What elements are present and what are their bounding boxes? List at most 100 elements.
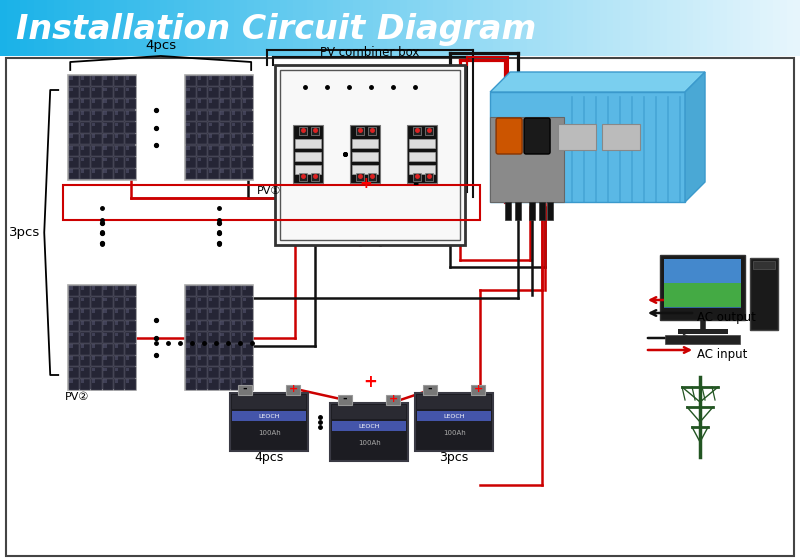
Bar — [198, 146, 201, 150]
Bar — [243, 356, 246, 359]
Bar — [92, 297, 95, 301]
Bar — [231, 169, 235, 173]
Bar — [242, 99, 253, 109]
Bar — [126, 297, 136, 308]
Bar — [243, 146, 246, 150]
Text: LEOCH: LEOCH — [258, 413, 280, 418]
Bar — [231, 320, 242, 331]
Bar — [220, 0, 228, 56]
Bar — [197, 157, 207, 168]
Bar — [92, 321, 95, 325]
Bar — [54, 0, 62, 56]
Bar — [274, 0, 281, 56]
Bar — [786, 0, 794, 56]
Bar — [92, 169, 95, 173]
Bar — [515, 202, 521, 220]
Text: 3pcs: 3pcs — [9, 226, 40, 239]
Bar — [440, 0, 448, 56]
Bar — [103, 309, 106, 313]
Bar — [242, 134, 253, 145]
Bar — [220, 169, 230, 180]
Bar — [750, 258, 778, 330]
Bar — [197, 169, 207, 180]
Bar — [423, 385, 437, 395]
Bar — [114, 320, 124, 331]
Bar — [80, 146, 90, 156]
Bar — [220, 309, 223, 313]
Bar — [134, 0, 142, 56]
Bar — [197, 122, 207, 133]
Text: LEOCH: LEOCH — [358, 424, 380, 429]
Bar — [68, 75, 136, 180]
Bar — [70, 158, 73, 161]
Bar — [209, 158, 212, 161]
Bar — [81, 379, 84, 383]
Bar — [409, 165, 435, 174]
Bar — [275, 65, 465, 245]
Bar — [126, 158, 130, 161]
Bar — [91, 157, 102, 168]
Bar — [220, 344, 230, 354]
Bar — [347, 0, 354, 56]
Text: 4pcs: 4pcs — [254, 451, 284, 464]
Bar — [560, 0, 568, 56]
Bar — [102, 286, 113, 296]
Bar — [92, 309, 95, 313]
Bar — [240, 0, 248, 56]
Bar — [114, 110, 124, 121]
Bar — [126, 355, 136, 366]
Bar — [539, 202, 545, 220]
Text: LEOCH: LEOCH — [443, 413, 465, 418]
Bar — [120, 0, 128, 56]
Bar — [103, 158, 106, 161]
Bar — [231, 88, 235, 91]
Bar — [70, 169, 73, 173]
Bar — [70, 76, 73, 79]
Bar — [231, 123, 235, 126]
Text: -: - — [428, 384, 433, 394]
Bar — [80, 309, 90, 320]
Bar — [208, 134, 218, 145]
Bar — [70, 356, 73, 359]
Bar — [446, 0, 454, 56]
Bar — [126, 122, 136, 133]
Bar — [267, 0, 274, 56]
Bar — [243, 344, 246, 348]
Bar — [0, 0, 8, 56]
Bar — [220, 321, 223, 325]
Bar — [114, 297, 124, 308]
Bar — [91, 367, 102, 378]
Bar — [726, 0, 734, 56]
Bar — [91, 379, 102, 389]
Bar — [454, 0, 461, 56]
Bar — [81, 333, 84, 336]
Bar — [40, 0, 48, 56]
Bar — [540, 0, 548, 56]
Bar — [80, 367, 90, 378]
Bar — [660, 0, 668, 56]
Bar — [220, 146, 230, 156]
Bar — [186, 122, 196, 133]
Bar — [231, 122, 242, 133]
Bar — [374, 0, 381, 56]
Bar — [126, 309, 130, 313]
Bar — [664, 259, 741, 283]
Bar — [198, 76, 201, 79]
Bar — [91, 146, 102, 156]
Bar — [186, 111, 190, 114]
Bar — [208, 146, 218, 156]
Bar — [220, 297, 230, 308]
Bar — [186, 134, 196, 145]
Bar — [547, 202, 553, 220]
Bar — [220, 146, 223, 150]
Bar — [114, 333, 118, 336]
Bar — [231, 355, 242, 366]
Bar — [92, 333, 95, 336]
Bar — [350, 125, 380, 183]
Bar — [247, 0, 254, 56]
Bar — [186, 367, 196, 378]
Bar — [186, 75, 196, 86]
Bar — [356, 173, 364, 181]
Bar — [606, 0, 614, 56]
Bar — [114, 99, 124, 109]
